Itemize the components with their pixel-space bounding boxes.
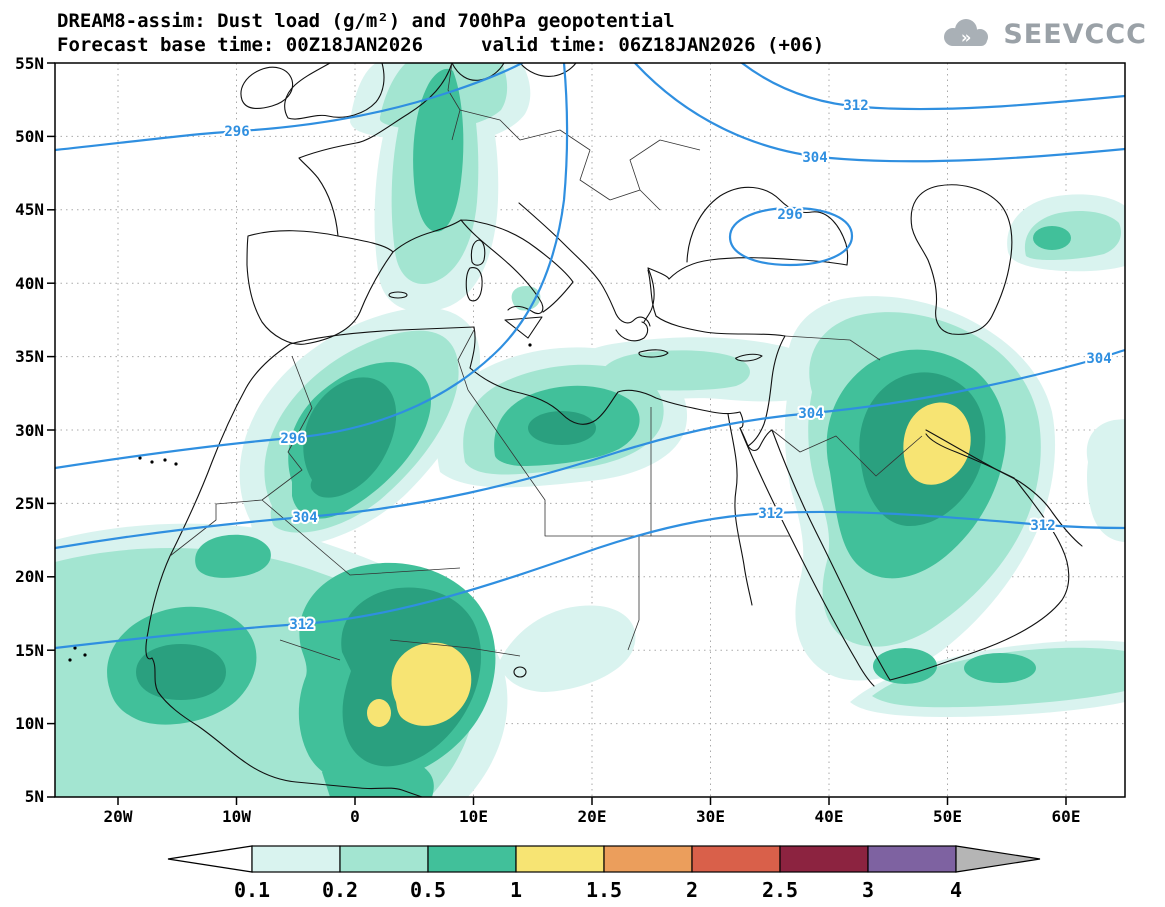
lon-tick-label: 50E	[933, 807, 962, 826]
colorbar-segment	[691, 845, 781, 873]
contour-label: 296	[224, 124, 249, 140]
seevccc-cloud-icon: »	[944, 19, 989, 48]
colorbar-tick-label: 0.2	[322, 878, 358, 902]
colorbar-tick-label: 2.5	[762, 878, 798, 902]
colorbar-tick-label: 4	[950, 878, 962, 902]
lat-tick-label: 10N	[15, 714, 44, 733]
colorbar: 0.1 0.2 0.5 1 1.5 2 2.5 3 4	[167, 845, 1041, 902]
forecast-base-time: Forecast base time: 00Z18JAN2026	[57, 34, 424, 56]
lat-tick-label: 15N	[15, 641, 44, 660]
contour-label: 304	[802, 150, 827, 166]
colorbar-segment	[251, 845, 341, 873]
lon-tick-label: 20E	[578, 807, 607, 826]
lat-tick-label: 30N	[15, 421, 44, 440]
lat-axis: 55N 50N 45N 40N 35N 30N 25N 20N 15N 10N …	[15, 54, 55, 806]
valid-time: valid time: 06Z18JAN2026 (+06)	[481, 34, 825, 56]
chart-subtitle: Forecast base time: 00Z18JAN2026 valid ti…	[57, 34, 824, 56]
contour-label: 312	[843, 98, 868, 114]
contour-label: 312	[1030, 518, 1055, 534]
geopotential-contours-layer	[55, 63, 1125, 650]
contour-labels: 296 312 304 296 304 296 304 304 312 312 …	[222, 96, 1113, 635]
contour-label: 312	[289, 617, 314, 633]
colorbar-segment	[867, 845, 957, 873]
lat-tick-label: 20N	[15, 567, 44, 586]
contour-label: 304	[798, 406, 823, 422]
lat-tick-label: 25N	[15, 494, 44, 513]
chart-title: DREAM8-assim: Dust load (g/m²) and 700hP…	[57, 10, 675, 32]
lat-tick-label: 45N	[15, 200, 44, 219]
seevccc-logo: » SEEVCCC	[937, 16, 1147, 52]
colorbar-segment	[603, 845, 693, 873]
colorbar-segment	[515, 845, 605, 873]
colorbar-overflow-arrow	[955, 845, 1041, 873]
lon-axis: 20W 10W 0 10E 20E 30E 40E 50E 60E	[104, 797, 1081, 826]
colorbar-tick-label: 0.5	[410, 878, 446, 902]
contour-label: 304	[292, 510, 317, 526]
colorbar-tick-label: 1.5	[586, 878, 622, 902]
lon-tick-label: 10E	[459, 807, 488, 826]
colorbar-tick-label: 2	[686, 878, 698, 902]
colorbar-tick-label: 0.1	[234, 878, 270, 902]
colorbar-segment	[339, 845, 429, 873]
contour-label: 296	[280, 431, 305, 447]
lon-tick-label: 30E	[696, 807, 725, 826]
coastlines-layer	[68, 63, 1083, 797]
lon-tick-label: 40E	[815, 807, 844, 826]
colorbar-tick-label: 3	[862, 878, 874, 902]
colorbar-tick-label: 1	[510, 878, 522, 902]
colorbar-underflow-arrow	[167, 845, 253, 873]
lat-tick-label: 55N	[15, 54, 44, 73]
lat-tick-label: 35N	[15, 347, 44, 366]
country-borders-layer	[169, 63, 923, 661]
dust-shading-layer	[55, 63, 1125, 797]
contour-label: 312	[758, 506, 783, 522]
colorbar-segment	[427, 845, 517, 873]
colorbar-segment	[779, 845, 869, 873]
lon-tick-label: 10W	[222, 807, 251, 826]
lat-tick-label: 50N	[15, 127, 44, 146]
contour-label: 304	[1086, 351, 1111, 367]
lat-tick-label: 5N	[25, 787, 44, 806]
lon-tick-label: 0	[350, 807, 360, 826]
lon-tick-label: 60E	[1052, 807, 1081, 826]
lon-tick-label: 20W	[104, 807, 133, 826]
svg-text:»: »	[961, 28, 971, 48]
lat-tick-label: 40N	[15, 274, 44, 293]
contour-label: 296	[777, 207, 802, 223]
seevccc-logo-text: SEEVCCC	[1003, 18, 1147, 50]
